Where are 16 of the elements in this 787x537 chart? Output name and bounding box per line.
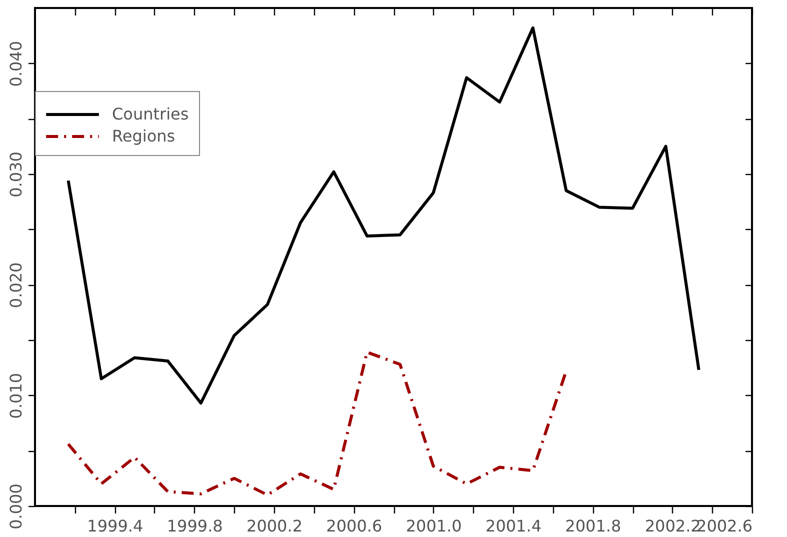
y-tick-label: 0.040: [6, 40, 26, 87]
line-series: [66, 350, 568, 496]
y-tick-label: 0.020: [6, 262, 26, 308]
x-tick-label: 2001.8: [565, 516, 622, 536]
y-tick-label: 0.030: [6, 152, 26, 198]
x-tick-label: 1999.8: [166, 516, 223, 536]
x-tick-label: 1999.4: [87, 516, 144, 536]
legend-label: Regions: [112, 126, 176, 146]
legend-label: Countries: [112, 104, 189, 124]
x-tick-label: 2000.2: [246, 516, 302, 536]
line-series: [66, 26, 700, 405]
y-tick-label: 0.000: [6, 484, 26, 530]
y-tick-label: 0.010: [6, 372, 26, 419]
x-tick-label: 2001.4: [486, 516, 542, 536]
x-tick-label: 2000.6: [326, 516, 382, 536]
x-tick-label: 2001.0: [406, 516, 462, 536]
